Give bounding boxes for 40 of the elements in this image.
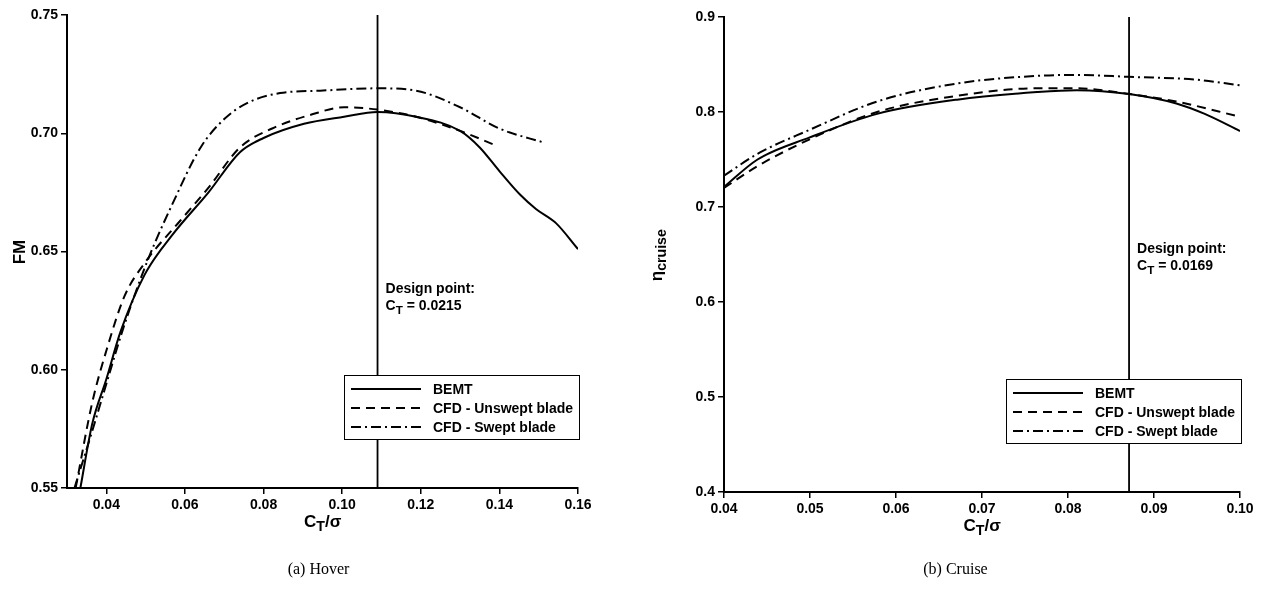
x-axis-title: C$_{T}$/σ bbox=[304, 512, 342, 535]
x-tick-label: 0.08 bbox=[249, 496, 278, 513]
x-tick-label: 0.07 bbox=[968, 500, 996, 517]
y-tick-label: 0.8 bbox=[695, 102, 716, 119]
y-tick-label: 0.65 bbox=[30, 242, 59, 259]
x-tick-label: 0.16 bbox=[564, 496, 592, 513]
y-tick-label: 0.60 bbox=[30, 360, 59, 377]
y-tick-label: 0.7 bbox=[695, 197, 716, 214]
y-tick-label: 0.55 bbox=[30, 478, 59, 495]
annotation: Design point: bbox=[385, 279, 475, 296]
legend-label: CFD - Swept blade bbox=[1095, 422, 1218, 439]
legend-label: CFD - Swept blade bbox=[433, 418, 556, 435]
x-tick-label: 0.14 bbox=[485, 496, 514, 513]
y-tick-label: 0.70 bbox=[30, 124, 59, 141]
annotation: C$_{T}$ = 0.0169 bbox=[1137, 257, 1214, 277]
legend-label: CFD - Unswept blade bbox=[433, 399, 574, 416]
x-tick-label: 0.10 bbox=[1226, 500, 1254, 517]
x-tick-label: 0.10 bbox=[328, 496, 356, 513]
x-axis-title: C$_{T}$/σ bbox=[963, 516, 1001, 539]
y-axis-title: FM bbox=[9, 239, 30, 264]
y-tick-label: 0.5 bbox=[695, 387, 716, 404]
annotation: C$_{T}$ = 0.0215 bbox=[385, 296, 462, 316]
legend-label: BEMT bbox=[433, 380, 473, 397]
y-tick-label: 0.9 bbox=[695, 7, 716, 24]
x-tick-label: 0.04 bbox=[710, 500, 738, 517]
x-tick-label: 0.04 bbox=[92, 496, 121, 513]
x-tick-label: 0.09 bbox=[1140, 500, 1168, 517]
x-tick-label: 0.06 bbox=[171, 496, 199, 513]
text: (a) Hover bbox=[286, 560, 351, 578]
y-tick-label: 0.6 bbox=[695, 292, 716, 309]
x-tick-label: 0.05 bbox=[796, 500, 824, 517]
x-tick-label: 0.12 bbox=[407, 496, 435, 513]
y-tick-label: 0.4 bbox=[695, 482, 716, 499]
text: (b) Cruise bbox=[922, 560, 989, 578]
legend-label: BEMT bbox=[1095, 384, 1135, 401]
x-tick-label: 0.08 bbox=[1054, 500, 1082, 517]
y-tick-label: 0.75 bbox=[30, 5, 59, 22]
annotation: Design point: bbox=[1137, 240, 1227, 257]
legend-label: CFD - Unswept blade bbox=[1095, 403, 1236, 420]
x-tick-label: 0.06 bbox=[882, 500, 910, 517]
